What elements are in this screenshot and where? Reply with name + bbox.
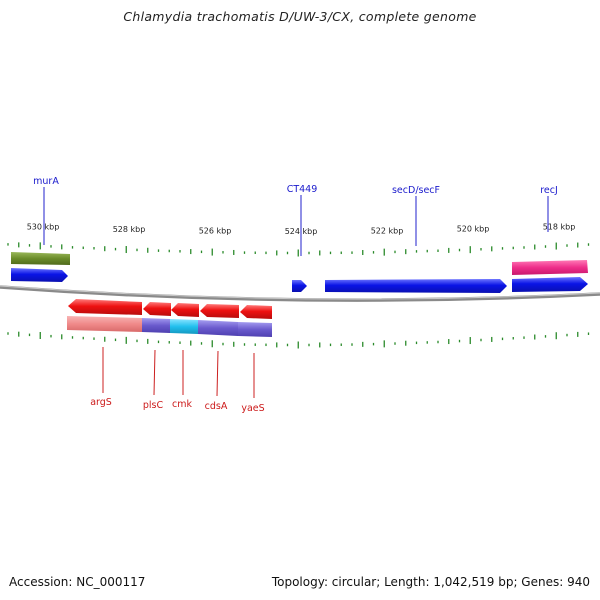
genome-backbone xyxy=(0,285,600,302)
cog-recJ[interactable] xyxy=(512,260,588,275)
topology-label: Topology: circular; Length: 1,042,519 bp… xyxy=(271,575,590,589)
cog-track-bottom xyxy=(67,316,272,337)
leader-cdsA xyxy=(216,350,219,397)
gene-label-argS[interactable]: argS xyxy=(90,397,112,408)
gene-label-recJ[interactable]: recJ xyxy=(540,185,558,196)
reverse-cds-track xyxy=(68,299,272,319)
cds-cmk[interactable] xyxy=(171,303,199,317)
gene-label-secD-secF[interactable]: secD/secF xyxy=(392,185,440,196)
cog-plsC[interactable] xyxy=(142,318,170,333)
cds-plsC[interactable] xyxy=(143,302,171,316)
gene-label-murA[interactable]: murA xyxy=(33,176,59,187)
gene-label-plsC[interactable]: plsC xyxy=(143,400,164,411)
cds-argS[interactable] xyxy=(68,299,142,315)
kbp-tick-label: 520 kbp xyxy=(457,225,490,234)
cog-track-top xyxy=(11,252,588,275)
genome-backbone-highlight xyxy=(0,285,600,300)
cog-cmk[interactable] xyxy=(170,319,198,334)
cog-argS[interactable] xyxy=(67,316,142,332)
gene-label-cdsA[interactable]: cdsA xyxy=(205,401,228,412)
cog-murA[interactable] xyxy=(11,252,70,265)
gene-label-yaeS[interactable]: yaeS xyxy=(241,403,264,414)
cds-yaeS[interactable] xyxy=(240,305,272,319)
tick-row-bottom xyxy=(7,331,590,349)
cog-cdsA[interactable] xyxy=(198,320,238,336)
kbp-tick-label: 522 kbp xyxy=(371,226,404,235)
cds-recJ[interactable] xyxy=(512,277,588,292)
leader-plsC xyxy=(153,349,156,396)
gene-labels-top: murA CT449 secD/secF recJ xyxy=(33,176,558,256)
cds-cdsA[interactable] xyxy=(200,304,239,318)
kbp-tick-label: 530 kbp xyxy=(27,222,60,231)
kbp-tick-label: 528 kbp xyxy=(113,225,146,234)
genome-title: Chlamydia trachomatis D/UW-3/CX, complet… xyxy=(123,9,477,24)
cds-CT449[interactable] xyxy=(292,280,307,292)
kbp-tick-label: 518 kbp xyxy=(543,222,576,231)
gene-labels-bottom: argS plsC cmk cdsA yaeS xyxy=(90,347,265,414)
gene-label-cmk[interactable]: cmk xyxy=(172,399,192,410)
cog-yaeS[interactable] xyxy=(238,322,272,337)
cds-secD-secF[interactable] xyxy=(325,279,507,293)
accession-label: Accession: NC_000117 xyxy=(9,575,146,589)
forward-cds-track xyxy=(11,268,588,293)
gene-label-CT449[interactable]: CT449 xyxy=(287,184,318,195)
kbp-tick-label: 526 kbp xyxy=(199,226,232,235)
tick-row-top xyxy=(7,242,590,257)
cds-murA[interactable] xyxy=(11,268,68,282)
